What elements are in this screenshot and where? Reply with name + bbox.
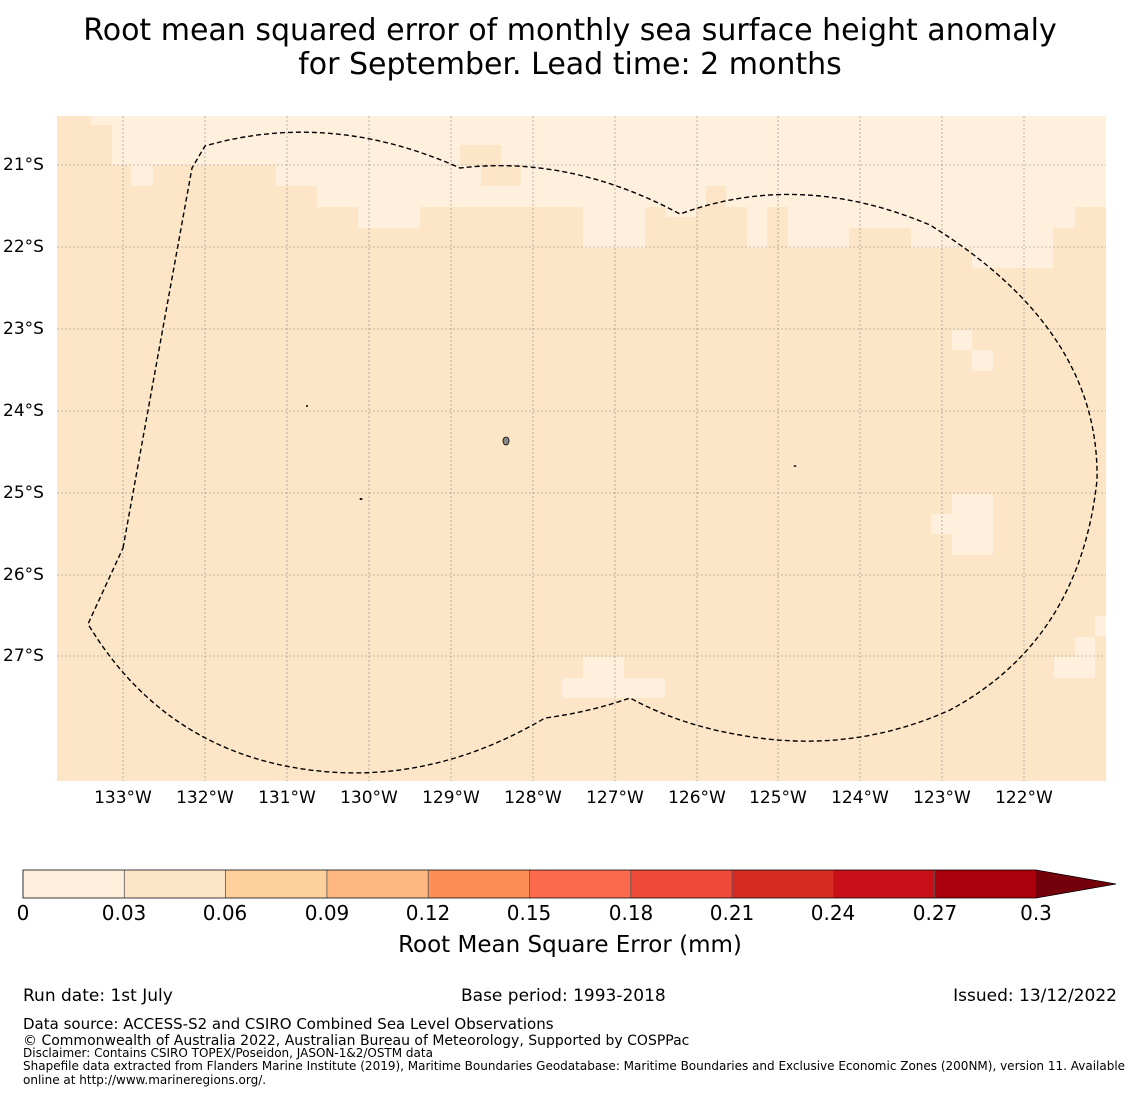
lon-label: 126°W [668,788,726,808]
issued-date: Issued: 13/12/2022 [953,986,1117,1006]
colorbar-segment [428,870,530,898]
map-title: Root mean squared error of monthly sea s… [0,14,1140,82]
colorbar-tick: 0.3 [1020,901,1052,925]
colorbar [22,869,1117,899]
colorbar-tick: 0.18 [608,901,654,925]
eez-boundary [87,131,1098,774]
mid-error-cells [57,125,1106,268]
colorbar-tick: 0.21 [709,901,755,925]
colorbar-segment [124,870,227,898]
low-error-cells [91,116,1106,698]
lon-label: 123°W [913,788,971,808]
colorbar-extend-arrow [1036,870,1116,898]
colorbar-tick: 0.15 [506,901,552,925]
disclaimer: Disclaimer: Contains CSIRO TOPEX/Poseido… [23,1046,433,1060]
shapefile-credit: Shapefile data extracted from Flanders M… [23,1059,1126,1087]
lat-label: 22°S [3,237,44,257]
lon-label: 131°W [258,788,316,808]
lat-label: 27°S [3,646,44,666]
colorbar-tick: 0.06 [202,901,248,925]
lon-label: 129°W [422,788,480,808]
title-line-2: for September. Lead time: 2 months [298,47,842,82]
colorbar-segment [529,870,632,898]
lat-label: 21°S [3,155,44,175]
island [359,498,363,500]
lon-label: 125°W [749,788,807,808]
lat-label: 24°S [3,401,44,421]
colorbar-tick: 0.27 [912,901,958,925]
island [502,436,510,446]
lon-label: 124°W [831,788,889,808]
lon-label: 122°W [995,788,1053,808]
copyright: © Commonwealth of Australia 2022, Austra… [23,1033,690,1049]
colorbar-segment [630,870,733,898]
colorbar-segment [225,870,328,898]
lon-label: 127°W [586,788,644,808]
colorbar-segment [833,870,936,898]
lat-label: 23°S [3,319,44,339]
title-line-1: Root mean squared error of monthly sea s… [83,13,1057,48]
colorbar-segment [326,870,429,898]
colorbar-tick: 0 [16,901,30,925]
colorbar-tick: 0.09 [304,901,350,925]
lon-label: 132°W [176,788,234,808]
colorbar-segment [934,870,1037,898]
lat-label: 26°S [3,565,44,585]
colorbar-segment [23,870,125,898]
lon-label: 130°W [340,788,398,808]
colorbar-tick: 0.03 [101,901,147,925]
colorbar-tick: 0.24 [810,901,856,925]
colorbar-outline [22,869,1117,899]
rmse-map [57,116,1106,781]
island [793,465,797,467]
island [306,405,308,407]
lon-label: 133°W [94,788,152,808]
colorbar-title: Root Mean Square Error (mm) [398,932,742,958]
base-period: Base period: 1993-2018 [461,986,666,1006]
colorbar-tick: 0.12 [405,901,451,925]
run-date: Run date: 1st July [23,986,173,1006]
lat-label: 25°S [3,483,44,503]
lon-label: 128°W [504,788,562,808]
data-source: Data source: ACCESS-S2 and CSIRO Combine… [23,1015,554,1033]
colorbar-segment [732,870,834,898]
gridlines [57,116,1106,781]
